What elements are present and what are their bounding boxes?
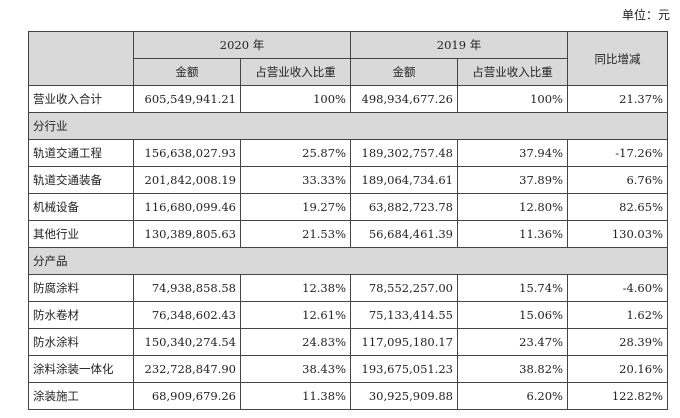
amount-2019: 193,675,051.23 bbox=[350, 355, 458, 383]
amount-2020: 605,549,941.21 bbox=[133, 85, 241, 113]
header-blank bbox=[28, 31, 134, 86]
share-2020: 12.61% bbox=[240, 301, 351, 329]
row-label: 涂料涂装一体化 bbox=[28, 355, 134, 383]
section-label: 分行业 bbox=[28, 112, 668, 140]
share-2019: 15.74% bbox=[457, 274, 568, 302]
share-2019: 6.20% bbox=[457, 382, 568, 410]
row-label: 防水卷材 bbox=[28, 301, 134, 329]
share-2020: 11.38% bbox=[240, 382, 351, 410]
share-2019: 15.06% bbox=[457, 301, 568, 329]
row-label: 涂装施工 bbox=[28, 382, 134, 410]
yoy-change: 1.62% bbox=[567, 301, 668, 329]
table-row: 防水涂料 150,340,274.54 24.83% 117,095,180.1… bbox=[28, 328, 668, 356]
yoy-change: 122.82% bbox=[567, 382, 668, 410]
amount-2019: 189,302,757.48 bbox=[350, 139, 458, 167]
share-2020: 33.33% bbox=[240, 166, 351, 194]
table-row: 机械设备 116,680,099.46 19.27% 63,882,723.78… bbox=[28, 193, 668, 221]
amount-2020: 68,909,679.26 bbox=[133, 382, 241, 410]
yoy-change: -4.60% bbox=[567, 274, 668, 302]
amount-2019: 189,064,734.61 bbox=[350, 166, 458, 194]
amount-2019: 498,934,677.26 bbox=[350, 85, 458, 113]
table-row: 防水卷材 76,348,602.43 12.61% 75,133,414.55 … bbox=[28, 301, 668, 329]
amount-2020: 150,340,274.54 bbox=[133, 328, 241, 356]
amount-2019: 78,552,257.00 bbox=[350, 274, 458, 302]
row-label: 机械设备 bbox=[28, 193, 134, 221]
share-2020: 24.83% bbox=[240, 328, 351, 356]
share-2019: 23.47% bbox=[457, 328, 568, 356]
share-2020: 12.38% bbox=[240, 274, 351, 302]
table-row: 轨道交通装备 201,842,008.19 33.33% 189,064,734… bbox=[28, 166, 668, 194]
table-row: 其他行业 130,389,805.63 21.53% 56,684,461.39… bbox=[28, 220, 668, 248]
share-2020: 100% bbox=[240, 85, 351, 113]
yoy-change: 6.76% bbox=[567, 166, 668, 194]
amount-2019: 30,925,909.88 bbox=[350, 382, 458, 410]
amount-2019: 63,882,723.78 bbox=[350, 193, 458, 221]
header-yoy: 同比增减 bbox=[567, 31, 668, 86]
header-amount-2019: 金额 bbox=[350, 58, 458, 86]
row-label: 防水涂料 bbox=[28, 328, 134, 356]
row-label: 轨道交通装备 bbox=[28, 166, 134, 194]
row-label: 防腐涂料 bbox=[28, 274, 134, 302]
section-label: 分产品 bbox=[28, 247, 668, 275]
table-row: 涂装施工 68,909,679.26 11.38% 30,925,909.88 … bbox=[28, 382, 668, 410]
amount-2020: 156,638,027.93 bbox=[133, 139, 241, 167]
table-row: 防腐涂料 74,938,858.58 12.38% 78,552,257.00 … bbox=[28, 274, 668, 302]
share-2019: 37.89% bbox=[457, 166, 568, 194]
share-2020: 19.27% bbox=[240, 193, 351, 221]
revenue-table: 2020 年 2019 年 同比增减 金额 占营业收入比重 金额 占营业收入比重… bbox=[28, 31, 668, 410]
amount-2019: 75,133,414.55 bbox=[350, 301, 458, 329]
share-2019: 11.36% bbox=[457, 220, 568, 248]
section-row-product: 分产品 bbox=[28, 247, 668, 275]
amount-2020: 130,389,805.63 bbox=[133, 220, 241, 248]
yoy-change: 82.65% bbox=[567, 193, 668, 221]
header-share-2020: 占营业收入比重 bbox=[240, 58, 351, 86]
header-amount-2020: 金额 bbox=[133, 58, 241, 86]
row-label: 营业收入合计 bbox=[28, 85, 134, 113]
total-row: 营业收入合计 605,549,941.21 100% 498,934,677.2… bbox=[28, 85, 668, 113]
section-row-industry: 分行业 bbox=[28, 112, 668, 140]
row-label: 其他行业 bbox=[28, 220, 134, 248]
share-2020: 21.53% bbox=[240, 220, 351, 248]
yoy-change: 130.03% bbox=[567, 220, 668, 248]
amount-2020: 74,938,858.58 bbox=[133, 274, 241, 302]
amount-2019: 56,684,461.39 bbox=[350, 220, 458, 248]
amount-2020: 76,348,602.43 bbox=[133, 301, 241, 329]
amount-2020: 232,728,847.90 bbox=[133, 355, 241, 383]
amount-2019: 117,095,180.17 bbox=[350, 328, 458, 356]
header-2019: 2019 年 bbox=[350, 31, 568, 59]
table-row: 涂料涂装一体化 232,728,847.90 38.43% 193,675,05… bbox=[28, 355, 668, 383]
yoy-change: 28.39% bbox=[567, 328, 668, 356]
amount-2020: 116,680,099.46 bbox=[133, 193, 241, 221]
share-2019: 37.94% bbox=[457, 139, 568, 167]
share-2020: 38.43% bbox=[240, 355, 351, 383]
yoy-change: 20.16% bbox=[567, 355, 668, 383]
amount-2020: 201,842,008.19 bbox=[133, 166, 241, 194]
table-row: 轨道交通工程 156,638,027.93 25.87% 189,302,757… bbox=[28, 139, 668, 167]
row-label: 轨道交通工程 bbox=[28, 139, 134, 167]
header-2020: 2020 年 bbox=[133, 31, 351, 59]
header-share-2019: 占营业收入比重 bbox=[457, 58, 568, 86]
share-2020: 25.87% bbox=[240, 139, 351, 167]
share-2019: 12.80% bbox=[457, 193, 568, 221]
yoy-change: 21.37% bbox=[567, 85, 668, 113]
share-2019: 38.82% bbox=[457, 355, 568, 383]
share-2019: 100% bbox=[457, 85, 568, 113]
unit-label: 单位：元 bbox=[621, 8, 670, 22]
yoy-change: -17.26% bbox=[567, 139, 668, 167]
